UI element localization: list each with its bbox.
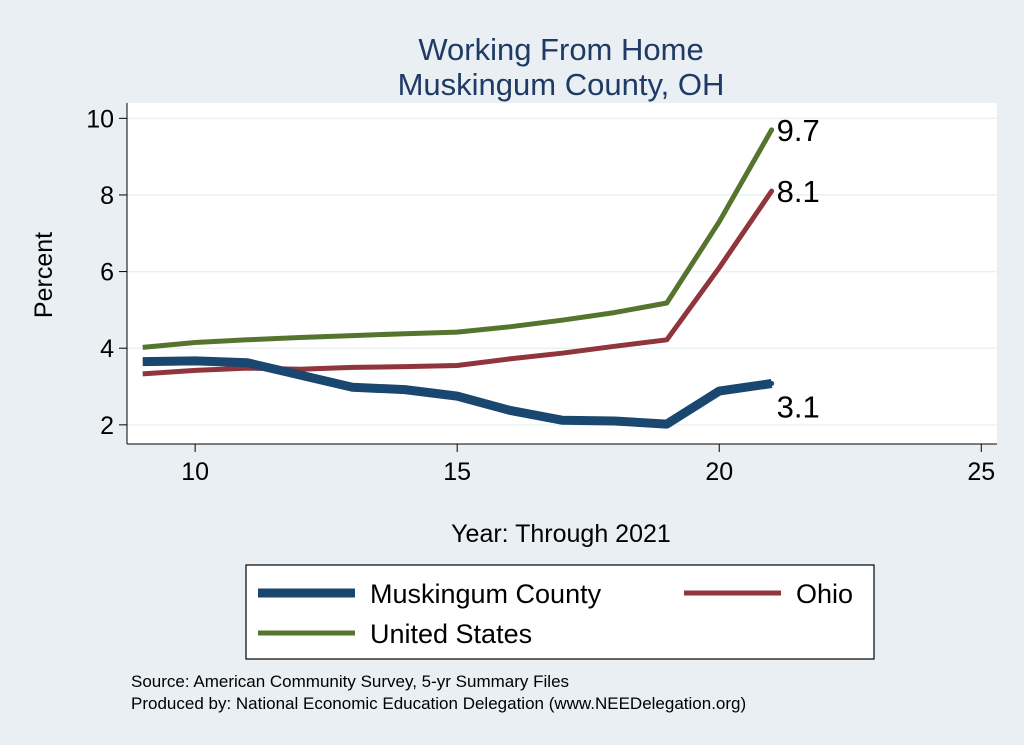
legend-label-ohio: Ohio [796, 579, 853, 609]
axes: 2 4 6 8 10 10 15 20 25 [86, 103, 997, 486]
end-label-united-states: 9.7 [777, 113, 820, 148]
series-lines [142, 127, 775, 429]
series-line-united-states [142, 128, 774, 350]
y-axis-title: Percent [30, 232, 58, 318]
y-tick-label-8: 8 [100, 182, 114, 210]
x-tick-label-10: 10 [181, 458, 209, 486]
legend-label-united-states: United States [370, 619, 532, 649]
series-end-point-united-states [769, 127, 775, 133]
series-line-muskingum-county [142, 356, 773, 429]
legend: Muskingum County Ohio United States [245, 564, 875, 660]
chart-title-line-2: Muskingum County, OH [398, 67, 725, 102]
y-tick-label-6: 6 [100, 259, 114, 287]
series-end-point-muskingum-county [769, 380, 775, 386]
y-tick-label-10: 10 [86, 105, 114, 133]
grid-lines [127, 117, 997, 426]
y-tick-label-2: 2 [100, 412, 114, 440]
x-tick-label-20: 20 [705, 458, 733, 486]
source-note: Source: American Community Survey, 5-yr … [131, 672, 569, 691]
y-tick-label-4: 4 [100, 335, 114, 363]
chart-title-line-1: Working From Home [418, 32, 703, 67]
series-line-ohio [142, 189, 774, 377]
producer-note: Produced by: National Economic Education… [131, 694, 746, 713]
plot-area [127, 103, 997, 444]
end-label-ohio: 8.1 [777, 174, 820, 209]
legend-label-muskingum-county: Muskingum County [370, 579, 602, 609]
end-label-muskingum-county: 3.1 [777, 389, 820, 424]
x-axis-title: Year: Through 2021 [451, 520, 671, 548]
legend-box [245, 564, 875, 660]
series-end-point-ohio [769, 188, 775, 194]
x-tick-label-15: 15 [443, 458, 471, 486]
end-labels: 9.7 8.1 3.1 [777, 113, 820, 425]
x-tick-label-25: 25 [967, 458, 995, 486]
